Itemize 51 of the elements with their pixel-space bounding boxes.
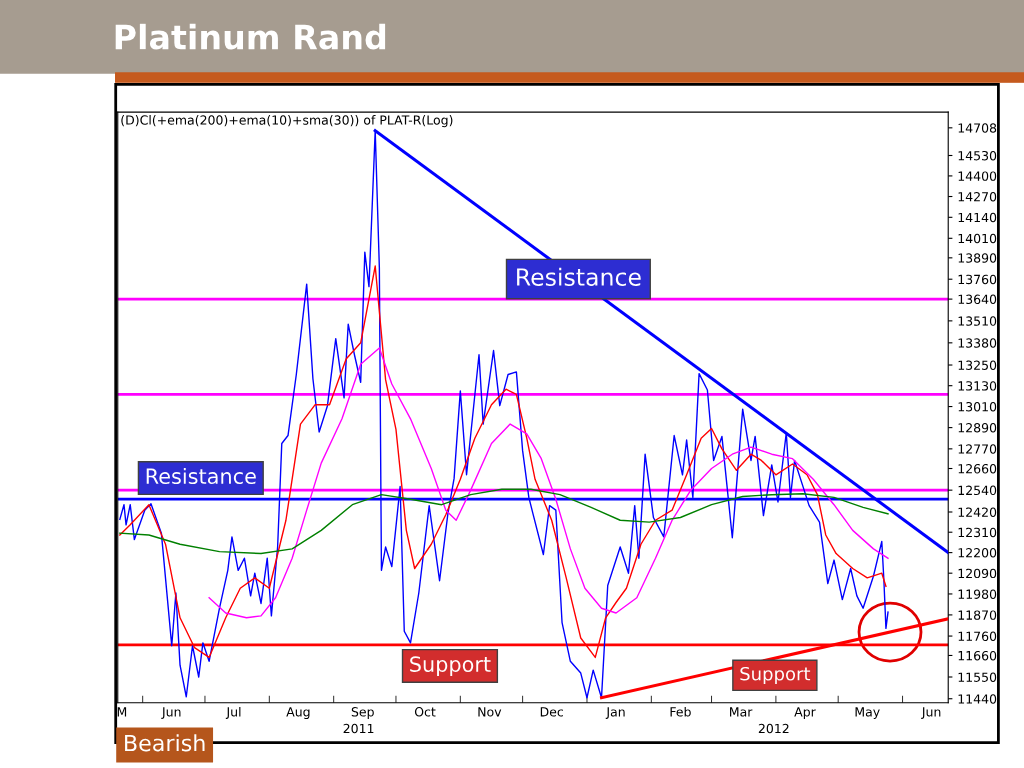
y-tick-label: 12770 xyxy=(958,444,997,454)
y-tick-label: 11870 xyxy=(958,610,997,620)
ref-line-label: Resistance xyxy=(146,467,256,485)
y-tick-label: 14400 xyxy=(958,171,997,181)
y-tick-label: 14270 xyxy=(958,191,997,202)
y-tick-label: 12660 xyxy=(958,463,997,474)
y-tick-label: 12200 xyxy=(958,548,997,558)
y-tick-label: 11550 xyxy=(958,672,997,682)
x-tick-label: Aug xyxy=(286,707,310,719)
x-tick-label: Nov xyxy=(478,707,502,717)
y-tick-label: 13380 xyxy=(958,338,997,348)
chart-title: Platinum Rand xyxy=(115,23,386,50)
x-tick-label: Jul xyxy=(225,706,241,719)
y-tick-label: 12540 xyxy=(958,485,997,496)
y-tick-label: 11980 xyxy=(958,589,997,599)
y-tick-label: 13510 xyxy=(958,316,997,326)
series-label: Support xyxy=(740,666,811,685)
x-tick-label: Dec xyxy=(540,707,563,717)
x-tick-label: Sep xyxy=(351,707,374,719)
y-tick-label: 11660 xyxy=(958,650,997,661)
chart-subtitle: (D)Cl(+ema(200)+ema(10)+sma(30)) of PLAT-R(Log) xyxy=(121,115,453,128)
y-tick-label: 13250 xyxy=(958,360,997,370)
y-tick-label: 12420 xyxy=(958,507,997,517)
series-label: Resistance xyxy=(517,267,641,286)
y-tick-label: 11760 xyxy=(958,631,997,641)
y-tick-label: 13130 xyxy=(958,381,997,391)
x-tick-label: May xyxy=(855,707,880,719)
y-tick-label: 12890 xyxy=(958,423,997,433)
y-tick-label: 12090 xyxy=(958,568,997,579)
x-tick-label: Jun xyxy=(161,707,181,719)
x-tick-label: Mar xyxy=(730,707,753,717)
y-tick-label: 11440 xyxy=(958,694,997,704)
x-tick-label: Apr xyxy=(794,707,816,719)
y-tick-label: 14140 xyxy=(958,212,997,223)
text: 2011 xyxy=(343,723,374,734)
y-tick-label: 12310 xyxy=(958,527,997,538)
text: Bearish xyxy=(125,734,205,752)
y-tick-label: 13760 xyxy=(958,274,997,285)
y-tick-label: 14010 xyxy=(958,233,997,244)
ref-line-label: Support xyxy=(410,656,491,677)
y-tick-label: 13010 xyxy=(958,402,997,412)
x-tick-label: M xyxy=(117,707,127,717)
y-tick-label: 14530 xyxy=(958,150,997,161)
x-tick-label: Jun xyxy=(921,707,941,719)
text: 2012 xyxy=(758,723,789,734)
y-tick-label: 14708 xyxy=(958,123,997,133)
x-tick-label: Oct xyxy=(414,707,436,717)
y-tick-label: 13640 xyxy=(958,294,997,305)
x-tick-label: Jan xyxy=(605,707,625,719)
x-tick-label: Feb xyxy=(670,706,691,717)
y-tick-label: 13890 xyxy=(958,253,997,263)
